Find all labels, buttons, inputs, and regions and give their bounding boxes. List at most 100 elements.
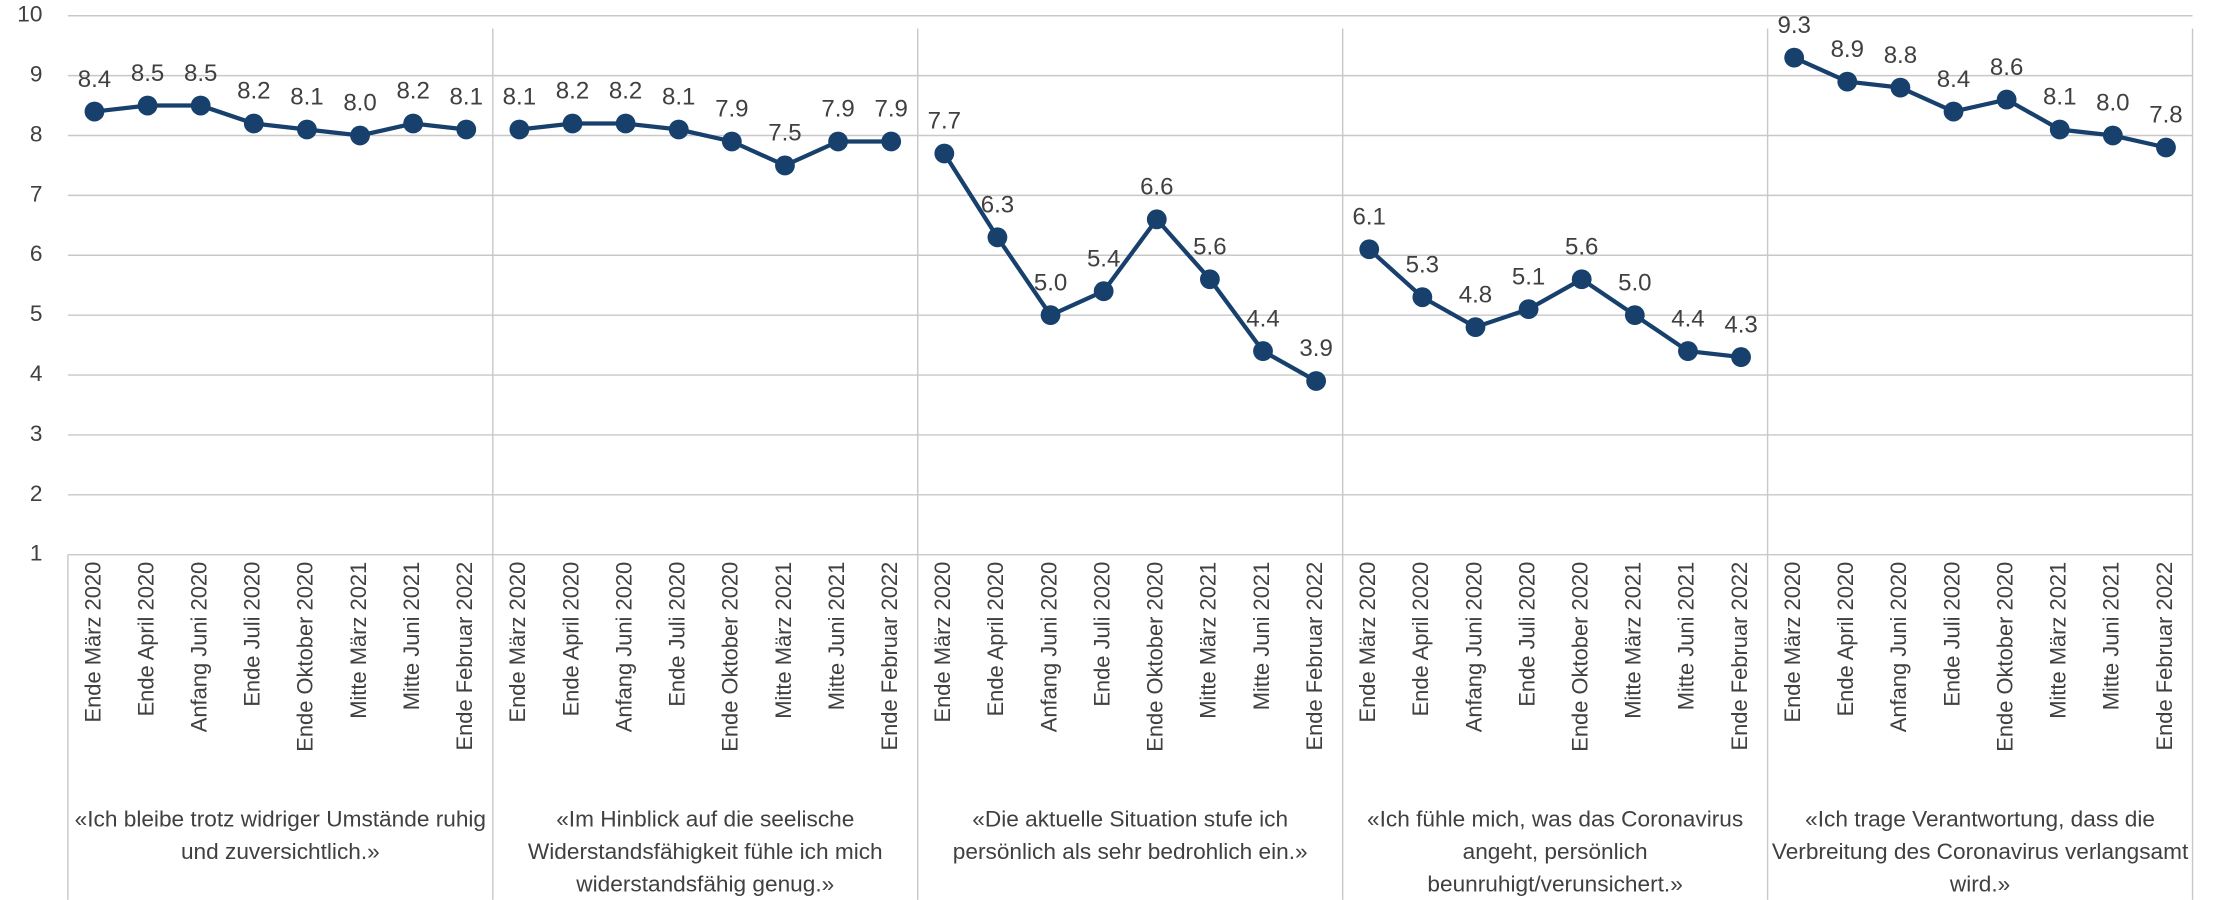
data-point [1837,71,1858,92]
data-label: 7.5 [768,120,801,147]
y-tick-label: 5 [30,301,43,326]
x-tick-label: Ende April 2020 [1833,562,1858,717]
x-tick-label: Mitte Juni 2021 [2099,562,2124,711]
data-label: 6.3 [981,192,1014,219]
data-label: 8.5 [131,60,164,87]
x-tick-label: Ende April 2020 [1408,562,1433,717]
data-point [1996,89,2017,110]
y-tick-label: 2 [30,481,43,506]
data-point [1784,47,1805,68]
data-point [297,119,317,140]
x-tick-label: Ende Februar 2022 [877,562,902,751]
data-point [1465,317,1486,338]
x-tick-label: Ende Oktober 2020 [293,562,318,752]
data-point [1306,371,1327,391]
data-label: 8.2 [237,78,270,105]
data-point [2156,137,2176,158]
group-label-box: «Im Hinblick auf die seelische Widerstan… [527,807,883,897]
data-point [509,119,530,140]
data-label: 6.1 [1353,204,1386,231]
x-tick-label: Ende April 2020 [983,562,1008,717]
data-label: 8.2 [396,78,429,105]
x-tick-label: Ende April 2020 [558,562,583,717]
x-tick-label: Ende Juli 2020 [1089,562,1114,707]
data-label: 5.0 [1034,269,1067,296]
x-tick-label: Ende Oktober 2020 [718,562,743,752]
x-tick-label: Ende Oktober 2020 [1992,562,2017,752]
series-line [1367,247,1742,360]
x-tick-label: Ende Oktober 2020 [1568,562,1593,752]
y-tick-label: 10 [17,2,42,27]
x-tick-label: Anfang Juni 2020 [1036,562,1061,733]
data-point [137,95,158,116]
x-tick-label: Ende März 2020 [1780,562,1805,723]
data-point [881,131,902,152]
x-tick-label: Anfang Juni 2020 [186,562,211,733]
x-tick-label: Mitte Juni 2021 [399,562,424,711]
data-label: 9.3 [1777,12,1810,39]
data-label: 4.8 [1459,281,1492,308]
group-label: «Im Hinblick auf die seelische Widerstan… [527,807,883,897]
data-point [987,227,1008,248]
x-tick-label: Ende Juli 2020 [1514,562,1539,707]
data-label: 8.8 [1884,42,1917,69]
x-tick-label: Mitte Juni 2021 [1249,562,1274,711]
x-tick-label: Mitte März 2021 [771,562,796,719]
data-label: 8.1 [503,84,536,111]
data-label: 5.6 [1193,233,1226,260]
data-label: 8.9 [1831,36,1864,63]
data-point [1518,299,1539,320]
data-point [828,131,848,152]
group-label: «Ich fühle mich, was das Coronavirus ang… [1367,807,1744,897]
data-point [1253,341,1273,361]
x-tick-label: Ende Februar 2022 [452,562,477,751]
data-label: 7.9 [874,96,907,123]
data-label: 6.6 [1140,174,1173,201]
data-label: 8.2 [556,78,589,105]
data-point [615,113,636,134]
data-point [1199,269,1220,290]
data-label: 4.4 [1246,305,1279,332]
x-tick-label: Mitte Juni 2021 [1674,562,1699,711]
group-label: «Ich trage Verantwortung, dass die Verbr… [1771,807,2189,897]
y-tick-label: 6 [30,241,43,266]
y-tick-label: 8 [30,121,43,146]
data-point [2102,125,2123,146]
data-label: 5.1 [1512,263,1545,290]
data-point [1624,305,1645,326]
group-label-box: «Ich trage Verantwortung, dass die Verbr… [1771,807,2189,897]
data-label: 8.1 [2043,84,2076,111]
data-point [721,131,742,152]
data-label: 7.9 [715,96,748,123]
data-label: 3.9 [1299,335,1332,362]
data-point [562,113,583,134]
x-tick-label: Ende Juli 2020 [665,562,690,707]
y-tick-label: 1 [30,541,43,566]
group-label-box: «Ich fühle mich, was das Coronavirus ang… [1367,807,1744,897]
data-label: 4.4 [1671,305,1704,332]
group-label-box: «Ich bleibe trotz widriger Umstände ruhi… [74,807,487,865]
x-tick-label: Mitte März 2021 [1196,562,1221,719]
data-point [1943,101,1964,122]
y-tick-label: 9 [30,62,43,87]
x-tick-label: Ende April 2020 [133,562,158,717]
data-label: 8.1 [290,84,323,111]
group-label: «Ich bleibe trotz widriger Umstände ruhi… [74,807,487,865]
y-tick-label: 4 [30,361,43,386]
data-label: 8.1 [662,84,695,111]
data-point [1040,305,1061,326]
data-label: 5.4 [1087,245,1120,272]
group-label-box: «Die aktuelle Situation stufe ich persön… [953,808,1308,865]
data-point [1571,269,1592,290]
x-tick-label: Anfang Juni 2020 [611,562,636,733]
x-tick-label: Mitte März 2021 [1621,562,1646,719]
x-tick-label: Mitte März 2021 [2046,562,2071,719]
x-tick-label: Ende Juli 2020 [1939,562,1964,707]
data-point [1412,287,1433,308]
data-point [668,119,689,140]
x-tick-label: Ende März 2020 [505,562,530,723]
data-point [350,125,370,146]
series-line [942,152,1318,383]
data-label: 8.0 [2096,90,2129,117]
